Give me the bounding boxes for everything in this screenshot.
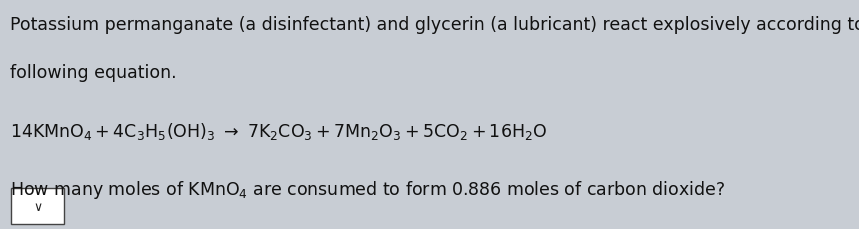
- Text: How many moles of $\mathregular{KMnO_4}$ are consumed to form 0.886 moles of car: How many moles of $\mathregular{KMnO_4}$…: [10, 179, 725, 201]
- Text: following equation.: following equation.: [10, 64, 177, 82]
- FancyBboxPatch shape: [11, 188, 64, 224]
- Text: Potassium permanganate (a disinfectant) and glycerin (a lubricant) react explosi: Potassium permanganate (a disinfectant) …: [10, 16, 859, 34]
- Text: $\mathregular{14KMnO_4 + 4C_3H_5(OH)_3}$ $\rightarrow$ $\mathregular{7K_2CO_3 + : $\mathregular{14KMnO_4 + 4C_3H_5(OH)_3}$…: [10, 121, 548, 142]
- Text: ∨: ∨: [34, 202, 42, 214]
